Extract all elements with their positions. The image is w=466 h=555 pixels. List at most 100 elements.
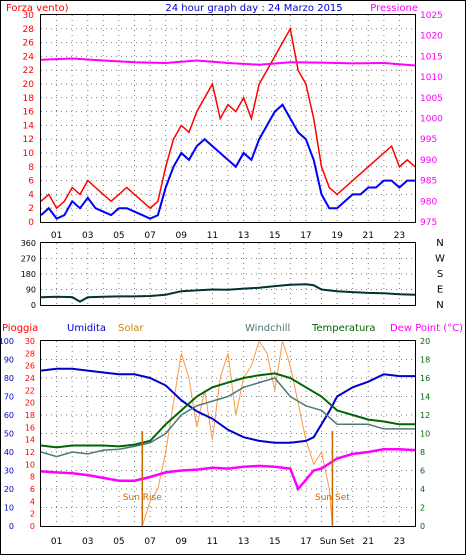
wind-average-line [40, 103, 415, 220]
y-tick-label: 16 [25, 423, 35, 432]
x-tick-label: 13 [238, 537, 249, 547]
y-tick-label: 980 [420, 197, 437, 207]
windchill-line [40, 377, 415, 458]
x-tick-label: 07 [144, 537, 155, 547]
y-tick-label: 1015 [420, 52, 443, 62]
x-tick-label: 19 [331, 231, 343, 241]
y-tick-label: 270 [21, 255, 36, 264]
x-tick-label: 23 [394, 537, 405, 547]
sun-rise-label: Sun Rise [123, 493, 162, 503]
chart-title: 24 hour graph day : 24 Marzo 2015 [165, 3, 342, 14]
y-tick-label: 60 [4, 411, 14, 420]
temperature-line [40, 372, 415, 449]
y-tick-label: 22 [23, 66, 34, 76]
y-tick-label: 30 [25, 337, 35, 346]
panel2-frame [40, 242, 416, 306]
y-tick-label: 10 [25, 460, 35, 469]
humidity-line [40, 367, 415, 444]
y-tick-label: W [435, 254, 445, 265]
y-tick-label: 0 [420, 522, 425, 531]
y-tick-label: 80 [4, 374, 14, 383]
y-tick-label: 20 [420, 337, 430, 346]
x-tick-label: 07 [144, 231, 155, 241]
panel3-hour-ticks: 01 03 05 07 09 11 13 15 17 Sun Set 21 23 [51, 537, 405, 547]
x-tick-label: 01 [51, 231, 62, 241]
y-tick-label: 10 [420, 430, 430, 439]
y-tick-label: 975 [420, 218, 437, 228]
y-tick-label: 22 [25, 386, 35, 395]
panel1-frame [40, 14, 416, 223]
y-tick-label: 6 [420, 467, 425, 476]
y-tick-label: E [437, 285, 443, 296]
y-tick-label: 4 [28, 190, 34, 200]
pressure-line [40, 57, 416, 67]
y-tick-label: 30 [4, 467, 14, 476]
y-tick-label: 6 [28, 177, 34, 187]
panel-wind-pressure: Forza vento) 24 hour graph day : 24 Marz… [6, 3, 443, 241]
y-tick-label: 360 [21, 239, 36, 248]
y-tick-label: 70 [4, 393, 14, 402]
y-tick-label: 18 [25, 411, 35, 420]
y-tick-label: 18 [420, 356, 430, 365]
panel2-grid [41, 243, 415, 305]
panel1-pressure-ticks: 1025 1020 1015 1010 1005 1000 995 990 985 980 975 [420, 11, 443, 228]
y-tick-label: N [436, 238, 443, 249]
y-tick-label: 12 [420, 411, 430, 420]
legend-rain: Pioggia [2, 323, 38, 334]
legend-temperature: Temperatura [311, 323, 376, 334]
y-tick-label: 0 [9, 522, 14, 531]
y-tick-label: 90 [26, 286, 36, 295]
y-tick-label: N [436, 300, 443, 311]
panel1-hour-ticks: 01 03 05 07 09 11 13 15 17 19 21 23 [51, 231, 405, 241]
y-tick-label: 40 [4, 448, 14, 457]
y-tick-label: 20 [23, 80, 35, 90]
y-tick-label: 14 [25, 436, 35, 445]
y-tick-label: 1000 [420, 115, 443, 125]
y-tick-label: 2 [28, 204, 34, 214]
x-tick-label: 05 [113, 231, 124, 241]
y-tick-label: 1020 [420, 32, 443, 42]
x-tick-label: 09 [176, 231, 188, 241]
legend-windchill: Windchill [245, 323, 290, 334]
y-tick-label: 1025 [420, 11, 443, 21]
y-tick-label: 8 [30, 473, 35, 482]
y-tick-label: 12 [23, 135, 34, 145]
y-tick-label: 0 [30, 522, 35, 531]
y-tick-label: 30 [23, 11, 35, 21]
legend-dewpoint: Dew Point (°C) [390, 323, 463, 334]
y-tick-label: 100 [0, 337, 14, 346]
x-tick-label: 17 [300, 537, 311, 547]
y-tick-label: 8 [28, 163, 34, 173]
y-tick-label: 24 [25, 374, 35, 383]
y-tick-label: 12 [25, 448, 35, 457]
x-tick-label: 11 [207, 231, 218, 241]
panel-temperature-humidity: Pioggia Umidita Solar Windchill Temperat… [0, 323, 463, 547]
dewpoint-line [40, 447, 416, 492]
y-tick-label: 1005 [420, 94, 443, 104]
y-tick-label: 0 [31, 301, 36, 310]
x-tick-label: 03 [82, 537, 93, 547]
legend-solar: Solar [118, 323, 144, 334]
x-tick-label: 11 [207, 537, 218, 547]
x-tick-label: 15 [269, 537, 280, 547]
legend-humidity: Umidita [67, 323, 106, 334]
y-tick-label: 10 [23, 149, 35, 159]
y-tick-label: 28 [23, 25, 35, 35]
panel3-grid [41, 341, 415, 526]
y-tick-label: 20 [4, 485, 14, 494]
y-tick-label: 8 [420, 448, 425, 457]
y-tick-label: 50 [4, 430, 14, 439]
x-tick-label: 23 [394, 231, 405, 241]
x-tick-label: 15 [269, 231, 280, 241]
y-tick-label: S [437, 269, 443, 280]
y-tick-label: 985 [420, 177, 437, 187]
x-tick-label: 21 [363, 231, 374, 241]
x-tick-label: 09 [176, 537, 188, 547]
y-tick-label: 28 [25, 349, 35, 358]
